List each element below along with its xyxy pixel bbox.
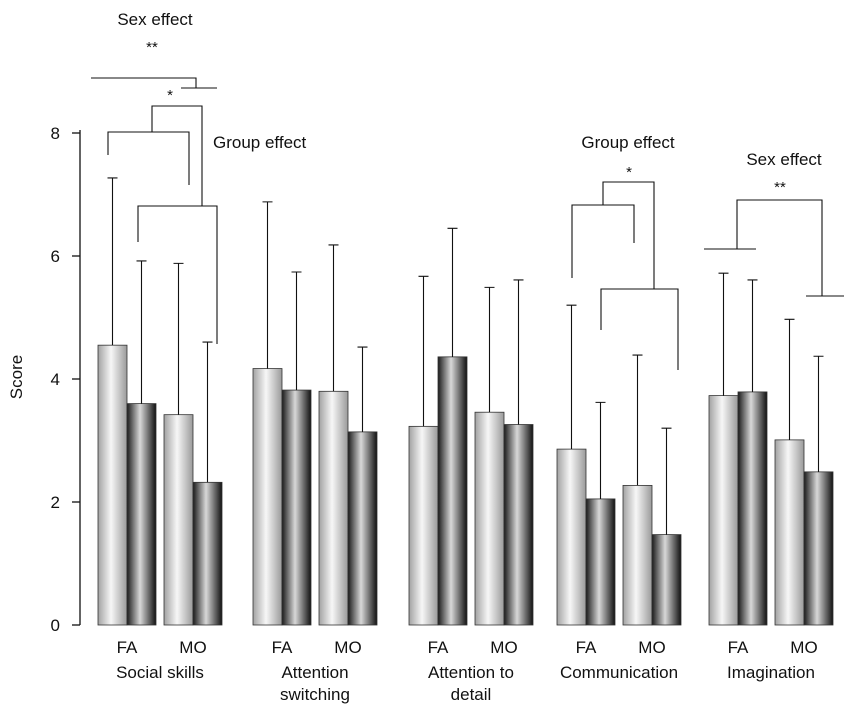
bar-3-fa-light: [556, 448, 587, 626]
error-bar: [291, 271, 302, 391]
x-category-label: MO: [179, 638, 206, 657]
annotation-label-sex-effect-1: Sex effect: [117, 10, 193, 29]
x-category-label: FA: [428, 638, 449, 657]
bar-1-fa-light: [252, 368, 283, 626]
annotation-significance-3: *: [626, 164, 632, 181]
error-bar: [513, 279, 524, 425]
annotation-significance-2: *: [167, 87, 173, 104]
error-bar: [328, 244, 339, 392]
annotation-significance-1: **: [146, 39, 158, 56]
error-bar: [718, 272, 729, 396]
bar-2-fa-light: [408, 425, 439, 626]
bar-4-mo-dark: [803, 471, 834, 626]
x-category-label: FA: [117, 638, 138, 657]
bracket-group-effect-social: Group effect *: [107, 87, 307, 344]
error-bar: [484, 286, 495, 413]
x-domain-label: switching: [280, 685, 350, 704]
bar-0-mo-dark: [192, 481, 223, 626]
error-bar: [202, 341, 213, 483]
error-bar: [632, 354, 643, 486]
x-category-label: MO: [790, 638, 817, 657]
error-bars: [107, 177, 824, 535]
bar-0-mo-light: [163, 414, 194, 626]
y-ticks: 0 2 4 6 8: [51, 124, 80, 635]
error-bar: [595, 401, 606, 499]
bar-4-mo-light: [774, 439, 805, 626]
bar-2-fa-dark: [437, 356, 468, 626]
y-tick-label: 4: [51, 370, 60, 389]
y-axis-label: Score: [7, 355, 26, 399]
x-category-label: FA: [272, 638, 293, 657]
annotation-label-group-effect-2: Group effect: [581, 133, 675, 152]
error-bar: [447, 227, 458, 357]
annotation-label-group-effect-1: Group effect: [213, 133, 307, 152]
x-domain-label: Attention: [281, 663, 348, 682]
bar-0-fa-dark: [126, 403, 157, 626]
annotation-label-sex-effect-2: Sex effect: [746, 150, 822, 169]
x-category-label: FA: [576, 638, 597, 657]
x-category-label: MO: [490, 638, 517, 657]
error-bar: [262, 201, 273, 369]
x-domain-label: detail: [451, 685, 492, 704]
x-category-label: FA: [728, 638, 749, 657]
y-tick-label: 6: [51, 247, 60, 266]
annotation-significance-4: **: [774, 179, 786, 196]
x-labels: FA MO Social skills FA MO Attention switching F…: [116, 638, 818, 704]
error-bar: [107, 177, 118, 346]
error-bar: [136, 260, 147, 404]
bar-3-mo-light: [622, 484, 653, 626]
x-category-label: MO: [334, 638, 361, 657]
y-tick-label: 8: [51, 124, 60, 143]
error-bar: [566, 304, 577, 450]
error-bar: [661, 427, 672, 535]
bar-1-fa-dark: [281, 389, 312, 626]
bar-1-mo-light: [318, 390, 349, 626]
bracket-group-effect-communication: Group effect *: [571, 133, 679, 370]
y-tick-label: 2: [51, 493, 60, 512]
bar-3-mo-dark: [651, 534, 682, 626]
x-domain-label: Social skills: [116, 663, 204, 682]
bar-4-fa-light: [708, 395, 739, 626]
bar-3-fa-dark: [585, 498, 616, 626]
error-bar: [813, 355, 824, 472]
error-bar: [418, 275, 429, 427]
y-tick-label: 0: [51, 616, 60, 635]
error-bar: [747, 279, 758, 392]
bracket-sex-effect-social: Sex effect **: [91, 10, 217, 89]
error-bar: [173, 262, 184, 415]
x-domain-label: Attention to: [428, 663, 514, 682]
bar-4-fa-dark: [737, 391, 768, 626]
bar-0-fa-light: [97, 344, 128, 626]
error-bar: [357, 346, 368, 432]
x-domain-label: Communication: [560, 663, 678, 682]
bar-2-mo-dark: [503, 424, 534, 626]
bars: [97, 344, 834, 626]
error-bar: [784, 318, 795, 440]
bar-2-mo-light: [474, 411, 505, 626]
bracket-sex-effect-imagination: Sex effect **: [704, 150, 844, 297]
x-domain-label: Imagination: [727, 663, 815, 682]
bar-1-mo-dark: [347, 431, 378, 626]
x-category-label: MO: [638, 638, 665, 657]
